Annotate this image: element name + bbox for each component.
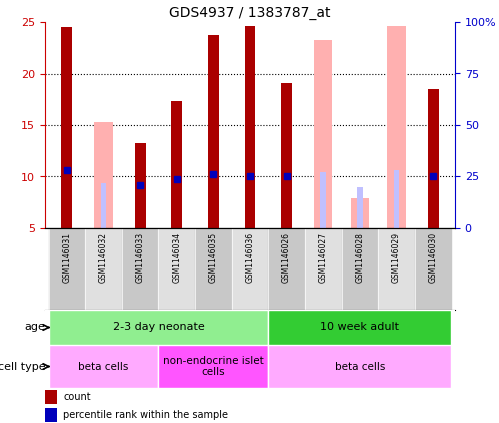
Bar: [378, 228, 415, 310]
Bar: [101, 183, 106, 228]
Bar: [232, 228, 268, 310]
Text: beta cells: beta cells: [335, 362, 385, 371]
Text: count: count: [63, 392, 91, 401]
Text: GSM1146031: GSM1146031: [62, 232, 71, 283]
Text: GSM1146032: GSM1146032: [99, 232, 108, 283]
Bar: [49, 228, 85, 310]
Text: GSM1146026: GSM1146026: [282, 232, 291, 283]
Text: percentile rank within the sample: percentile rank within the sample: [63, 409, 228, 420]
Bar: [387, 26, 406, 228]
Bar: [320, 173, 326, 228]
Text: GSM1146028: GSM1146028: [355, 232, 364, 283]
Text: beta cells: beta cells: [78, 362, 129, 371]
Bar: [341, 228, 378, 310]
Bar: [268, 310, 451, 345]
Bar: [49, 310, 268, 345]
Bar: [245, 26, 255, 228]
Bar: [357, 187, 363, 228]
Bar: [394, 170, 399, 228]
Text: GSM1146035: GSM1146035: [209, 232, 218, 283]
Bar: [428, 89, 439, 228]
Text: GSM1146029: GSM1146029: [392, 232, 401, 283]
Text: GSM1146027: GSM1146027: [319, 232, 328, 283]
Bar: [159, 345, 268, 388]
Bar: [268, 228, 305, 310]
Text: GSM1146033: GSM1146033: [136, 232, 145, 283]
Bar: [61, 27, 72, 228]
Text: GSM1146030: GSM1146030: [429, 232, 438, 283]
Text: non-endocrine islet
cells: non-endocrine islet cells: [163, 356, 264, 377]
Bar: [171, 102, 182, 228]
Bar: [351, 198, 369, 228]
Bar: [208, 36, 219, 228]
Text: 2-3 day neonate: 2-3 day neonate: [113, 322, 205, 332]
Bar: [268, 345, 451, 388]
Bar: [135, 143, 146, 228]
Text: 10 week adult: 10 week adult: [320, 322, 399, 332]
Text: cell type: cell type: [0, 362, 46, 371]
Bar: [195, 228, 232, 310]
Bar: [415, 228, 451, 310]
Text: age: age: [25, 322, 46, 332]
Bar: [159, 228, 195, 310]
Bar: [94, 122, 113, 228]
Bar: [281, 83, 292, 228]
Text: GSM1146036: GSM1146036: [246, 232, 254, 283]
Bar: [305, 228, 341, 310]
Bar: [85, 228, 122, 310]
Text: GSM1146034: GSM1146034: [172, 232, 181, 283]
Bar: [314, 39, 332, 228]
Bar: [49, 345, 159, 388]
Bar: [122, 228, 159, 310]
Title: GDS4937 / 1383787_at: GDS4937 / 1383787_at: [169, 5, 331, 19]
